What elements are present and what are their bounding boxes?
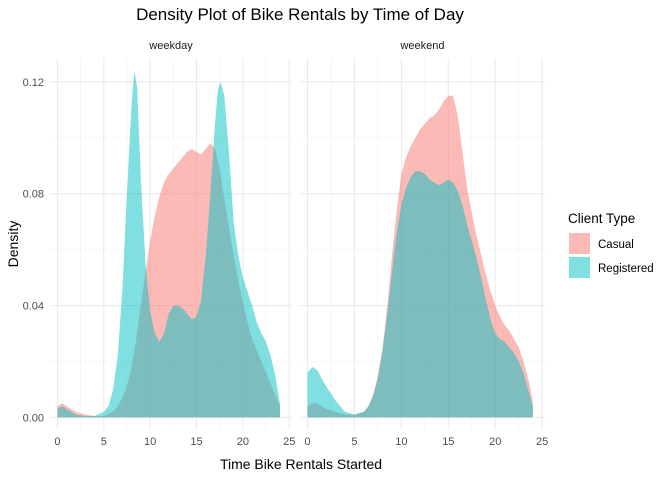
x-tick-label: 10 xyxy=(144,436,156,448)
facet-label: weekday xyxy=(148,40,193,52)
y-tick-label: 0.00 xyxy=(23,412,44,424)
x-tick-label: 20 xyxy=(489,436,501,448)
y-tick-label: 0.12 xyxy=(23,77,44,89)
legend-swatch-registered xyxy=(569,257,590,278)
x-tick-label: 25 xyxy=(536,436,548,448)
x-axis-title: Time Bike Rentals Started xyxy=(220,456,382,472)
legend-swatch-casual xyxy=(569,233,590,254)
legend-title: Client Type xyxy=(568,211,635,226)
chart-title: Density Plot of Bike Rentals by Time of … xyxy=(136,5,464,24)
y-axis-title: Density xyxy=(5,221,21,268)
y-tick-label: 0.08 xyxy=(23,189,44,201)
density-area-registered-weekend xyxy=(307,171,533,418)
legend-label-casual: Casual xyxy=(598,239,634,251)
x-tick-label: 25 xyxy=(283,436,295,448)
facet-panel-weekday: weekday 0 5 10 15 20 25 xyxy=(50,40,295,448)
legend-label-registered: Registered xyxy=(598,263,654,275)
x-tick-label: 5 xyxy=(101,436,107,448)
y-tick-label: 0.04 xyxy=(23,301,44,313)
x-tick-label: 0 xyxy=(54,436,60,448)
x-tick-label: 20 xyxy=(237,436,249,448)
x-tick-label: 15 xyxy=(442,436,454,448)
x-tick-label: 10 xyxy=(395,436,407,448)
legend: Client Type Casual Registered xyxy=(568,211,654,278)
facet-panel-weekend: weekend 0 5 10 15 20 25 xyxy=(300,40,548,448)
x-tick-label: 0 xyxy=(304,436,310,448)
x-tick-label: 5 xyxy=(351,436,357,448)
facet-label: weekend xyxy=(399,40,444,52)
density-area-registered-weekday xyxy=(57,70,280,418)
x-tick-label: 15 xyxy=(190,436,202,448)
